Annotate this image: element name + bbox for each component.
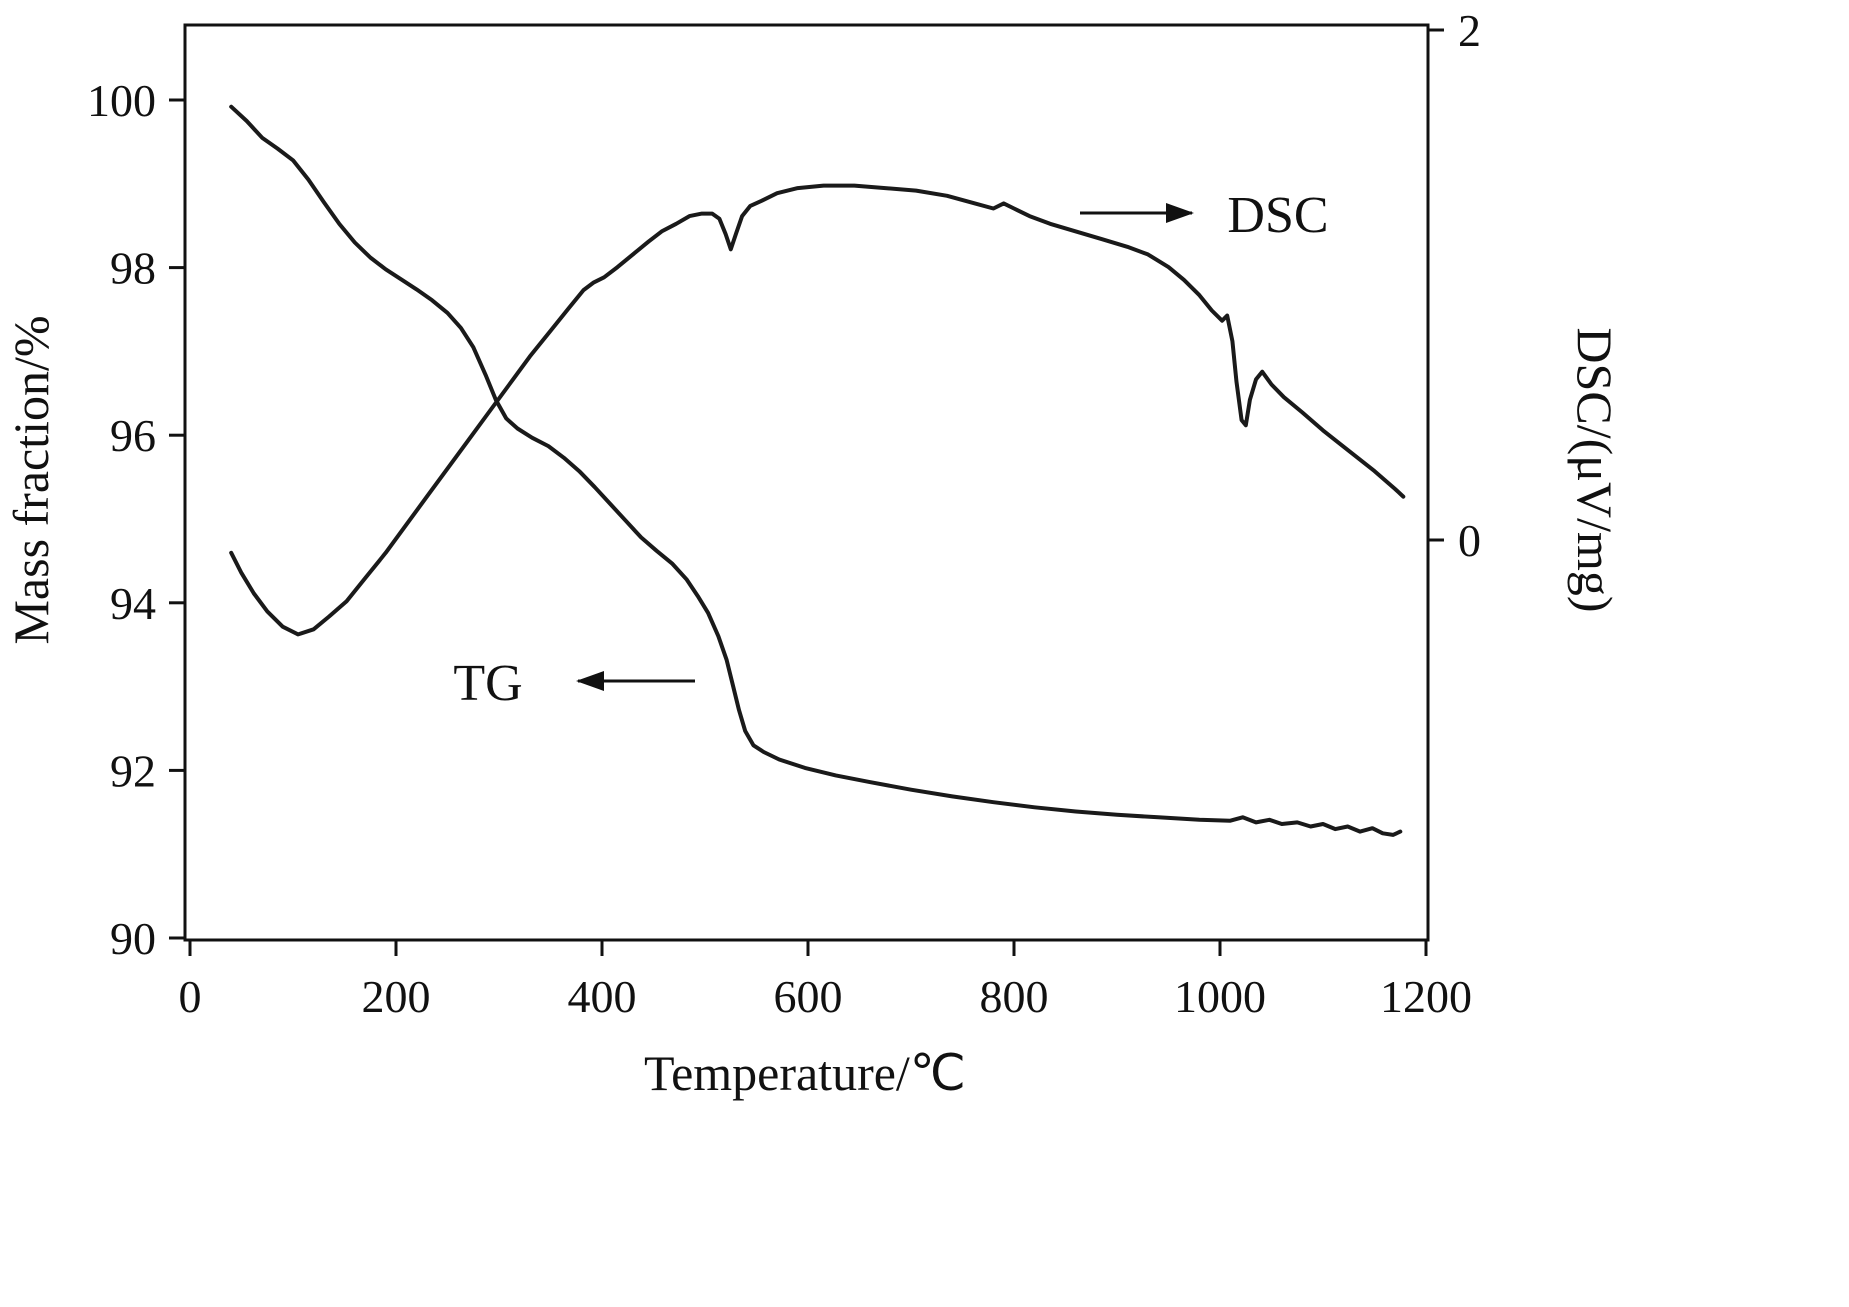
x-tick-label: 0: [179, 971, 202, 1022]
x-axis-label: Temperature/℃: [644, 1045, 966, 1101]
x-tick-label: 1200: [1380, 971, 1472, 1022]
tg-curve-label: TG: [453, 655, 522, 712]
x-tick-label: 400: [568, 971, 637, 1022]
y-axis-label-right: DSC/(μV/mg): [1567, 327, 1623, 612]
y-left-tick-label: 90: [110, 913, 156, 964]
dsc-curve: [229, 183, 1406, 637]
x-tick-label: 600: [774, 971, 843, 1022]
x-tick-label: 1000: [1174, 971, 1266, 1022]
y-left-tick-label: 92: [110, 745, 156, 796]
plot-frame: [183, 23, 1430, 942]
y-right-tick-label: 2: [1458, 5, 1481, 56]
dsc-curve-label: DSC: [1227, 187, 1328, 244]
x-tick-label: 800: [980, 971, 1049, 1022]
x-tick-label: 200: [362, 971, 431, 1022]
y-left-tick-label: 96: [110, 410, 156, 461]
y-right-tick-label: 0: [1458, 515, 1481, 566]
y-left-tick-label: 98: [110, 243, 156, 294]
y-axis-label-left: Mass fraction/%: [3, 315, 59, 644]
tg-curve: [229, 104, 1403, 837]
y-left-tick-label: 94: [110, 578, 156, 629]
y-left-tick-label: 100: [87, 75, 156, 126]
